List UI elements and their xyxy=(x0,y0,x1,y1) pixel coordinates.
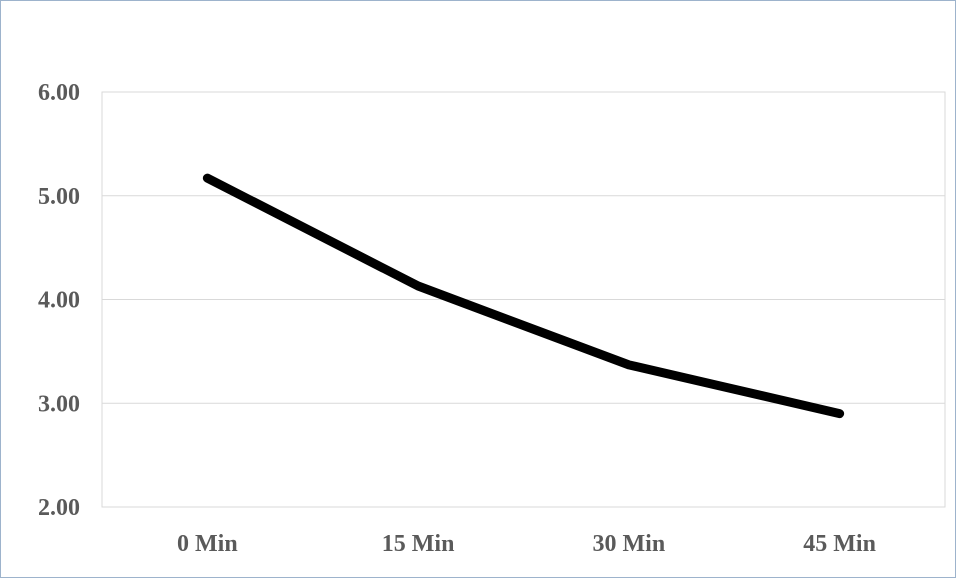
gridlines xyxy=(102,91,945,508)
plot-area xyxy=(101,91,946,508)
x-tick-label: 15 Min xyxy=(382,531,455,557)
series-group xyxy=(202,173,845,419)
x-axis-ticks: 0 Min 15 Min 30 Min 45 Min xyxy=(177,531,876,557)
x-tick-label: 45 Min xyxy=(803,531,876,557)
y-tick-label: 6.00 xyxy=(38,80,80,106)
x-tick-label: 30 Min xyxy=(593,531,666,557)
y-axis-ticks: 2.00 3.00 4.00 5.00 6.00 xyxy=(38,80,80,521)
y-tick-label: 3.00 xyxy=(38,391,80,417)
series-line-0 xyxy=(202,173,845,419)
y-tick-label: 4.00 xyxy=(38,288,80,314)
x-tick-label: 0 Min xyxy=(177,531,238,557)
y-tick-label: 2.00 xyxy=(38,495,80,521)
y-tick-label: 5.00 xyxy=(38,184,80,210)
